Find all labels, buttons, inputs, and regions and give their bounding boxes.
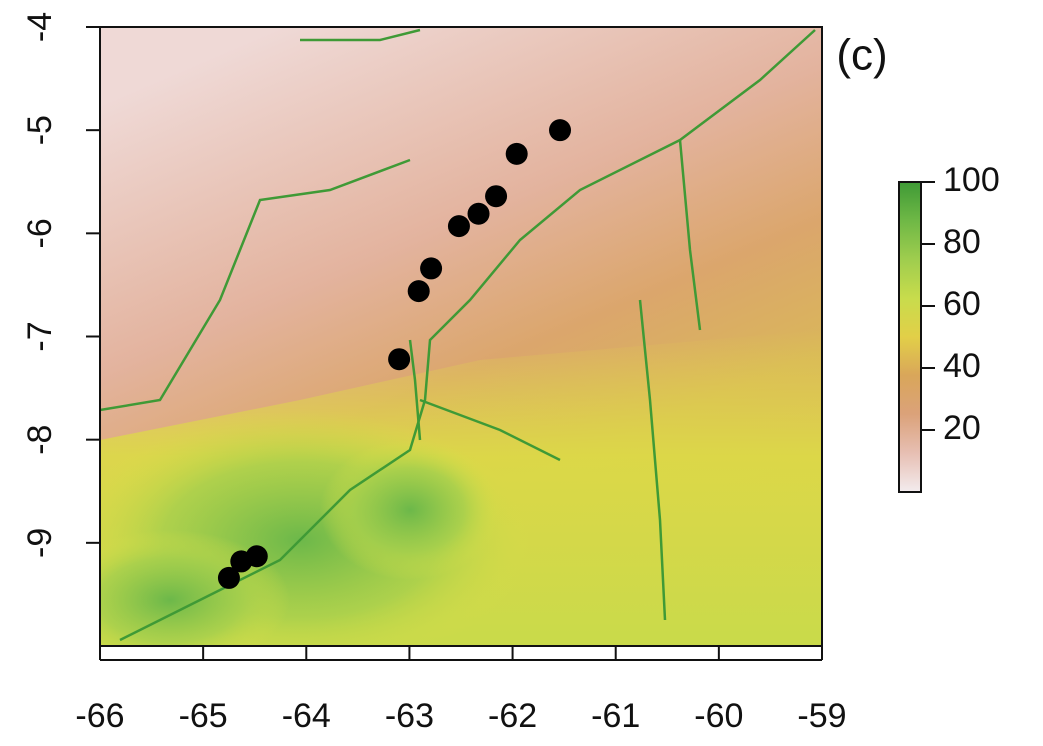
colorbar-tick-label: 100	[943, 161, 1000, 199]
x-tick-label: -66	[75, 697, 124, 735]
y-tick-label: -7	[21, 321, 59, 351]
y-tick-label: -9	[21, 528, 59, 558]
x-tick-label: -65	[179, 697, 228, 735]
y-tick-label: -5	[21, 115, 59, 145]
y-tick-label: -8	[21, 425, 59, 455]
y-tick-label: -6	[21, 218, 59, 248]
point	[467, 202, 490, 225]
point	[447, 215, 470, 238]
x-tick-label: -62	[488, 697, 537, 735]
x-tick-label: -59	[797, 697, 846, 735]
point	[505, 142, 528, 165]
colorbar-tick-label: 80	[943, 223, 981, 261]
point	[549, 119, 572, 142]
colorbar-tick-label: 60	[943, 285, 981, 323]
point	[420, 257, 443, 280]
x-tick-label: -61	[591, 697, 640, 735]
point	[217, 566, 240, 589]
point	[388, 348, 411, 371]
point	[485, 185, 508, 208]
x-tick-label: -64	[282, 697, 331, 735]
colorbar-tick-label: 20	[943, 409, 981, 447]
panel-label: (c)	[836, 31, 887, 80]
x-tick-label: -63	[385, 697, 434, 735]
point	[407, 280, 430, 303]
point	[230, 550, 253, 573]
colorbar	[898, 181, 922, 493]
y-tick-label: -4	[21, 12, 59, 42]
colorbar-tick-label: 40	[943, 347, 981, 385]
raster	[100, 27, 822, 646]
x-tick-label: -60	[694, 697, 743, 735]
